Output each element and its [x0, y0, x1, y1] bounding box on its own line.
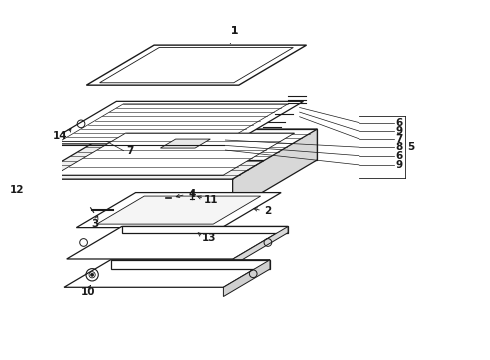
Polygon shape — [60, 104, 288, 141]
Polygon shape — [233, 129, 318, 210]
Text: 10: 10 — [81, 287, 96, 297]
Polygon shape — [97, 196, 261, 224]
Polygon shape — [86, 45, 307, 85]
Polygon shape — [67, 226, 288, 259]
Text: 11: 11 — [204, 195, 219, 205]
Polygon shape — [122, 226, 288, 233]
Polygon shape — [45, 101, 303, 144]
Text: 6: 6 — [395, 117, 403, 127]
Text: 2: 2 — [265, 206, 271, 216]
Polygon shape — [223, 260, 270, 297]
Text: 9: 9 — [395, 126, 402, 136]
Polygon shape — [233, 226, 288, 265]
Text: 1: 1 — [231, 26, 238, 36]
Text: 3: 3 — [92, 219, 99, 229]
Text: 12: 12 — [10, 185, 24, 195]
Circle shape — [91, 273, 94, 276]
Text: 4: 4 — [188, 189, 196, 199]
Polygon shape — [117, 129, 318, 160]
Text: 8: 8 — [395, 142, 403, 152]
Text: 14: 14 — [53, 131, 67, 141]
Polygon shape — [76, 193, 281, 228]
Text: 7: 7 — [395, 134, 403, 144]
Text: 9: 9 — [395, 160, 402, 170]
Polygon shape — [160, 139, 210, 148]
Text: 13: 13 — [202, 233, 217, 243]
Text: 7: 7 — [126, 147, 133, 157]
Polygon shape — [32, 129, 318, 179]
Text: 5: 5 — [408, 142, 415, 152]
Polygon shape — [111, 260, 270, 269]
Polygon shape — [99, 48, 294, 83]
Polygon shape — [54, 133, 294, 175]
Text: 1: 1 — [231, 26, 238, 36]
Text: 6: 6 — [395, 150, 403, 161]
Polygon shape — [64, 260, 270, 287]
